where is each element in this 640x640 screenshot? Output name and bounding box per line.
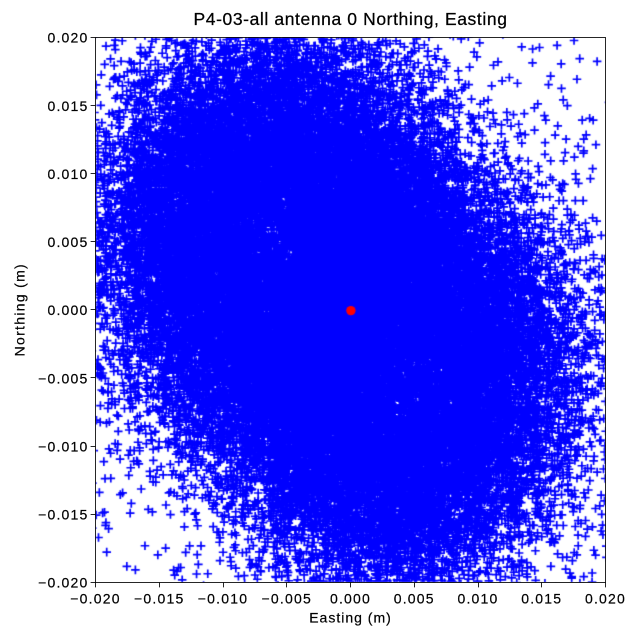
svg-text:0.010: 0.010 [457,591,498,607]
svg-text:0.005: 0.005 [394,591,435,607]
svg-text:−0.015: −0.015 [134,591,184,607]
svg-text:−0.010: −0.010 [198,591,248,607]
svg-text:Northing (m): Northing (m) [12,263,28,356]
svg-text:Easting (m): Easting (m) [309,610,392,626]
svg-text:−0.010: −0.010 [38,439,88,455]
svg-text:−0.020: −0.020 [38,575,88,591]
svg-text:−0.020: −0.020 [70,591,120,607]
svg-text:0.015: 0.015 [47,98,88,114]
svg-text:−0.015: −0.015 [38,507,88,523]
svg-text:0.020: 0.020 [47,30,88,46]
svg-text:0.015: 0.015 [521,591,562,607]
svg-text:0.000: 0.000 [47,302,88,318]
svg-text:0.020: 0.020 [585,591,626,607]
svg-text:P4-03-all antenna 0 Northing,: P4-03-all antenna 0 Northing, Easting [193,9,507,29]
svg-text:0.005: 0.005 [47,234,88,250]
svg-text:−0.005: −0.005 [262,591,312,607]
svg-text:−0.005: −0.005 [38,370,88,386]
svg-text:0.000: 0.000 [330,591,371,607]
svg-text:0.010: 0.010 [47,166,88,182]
